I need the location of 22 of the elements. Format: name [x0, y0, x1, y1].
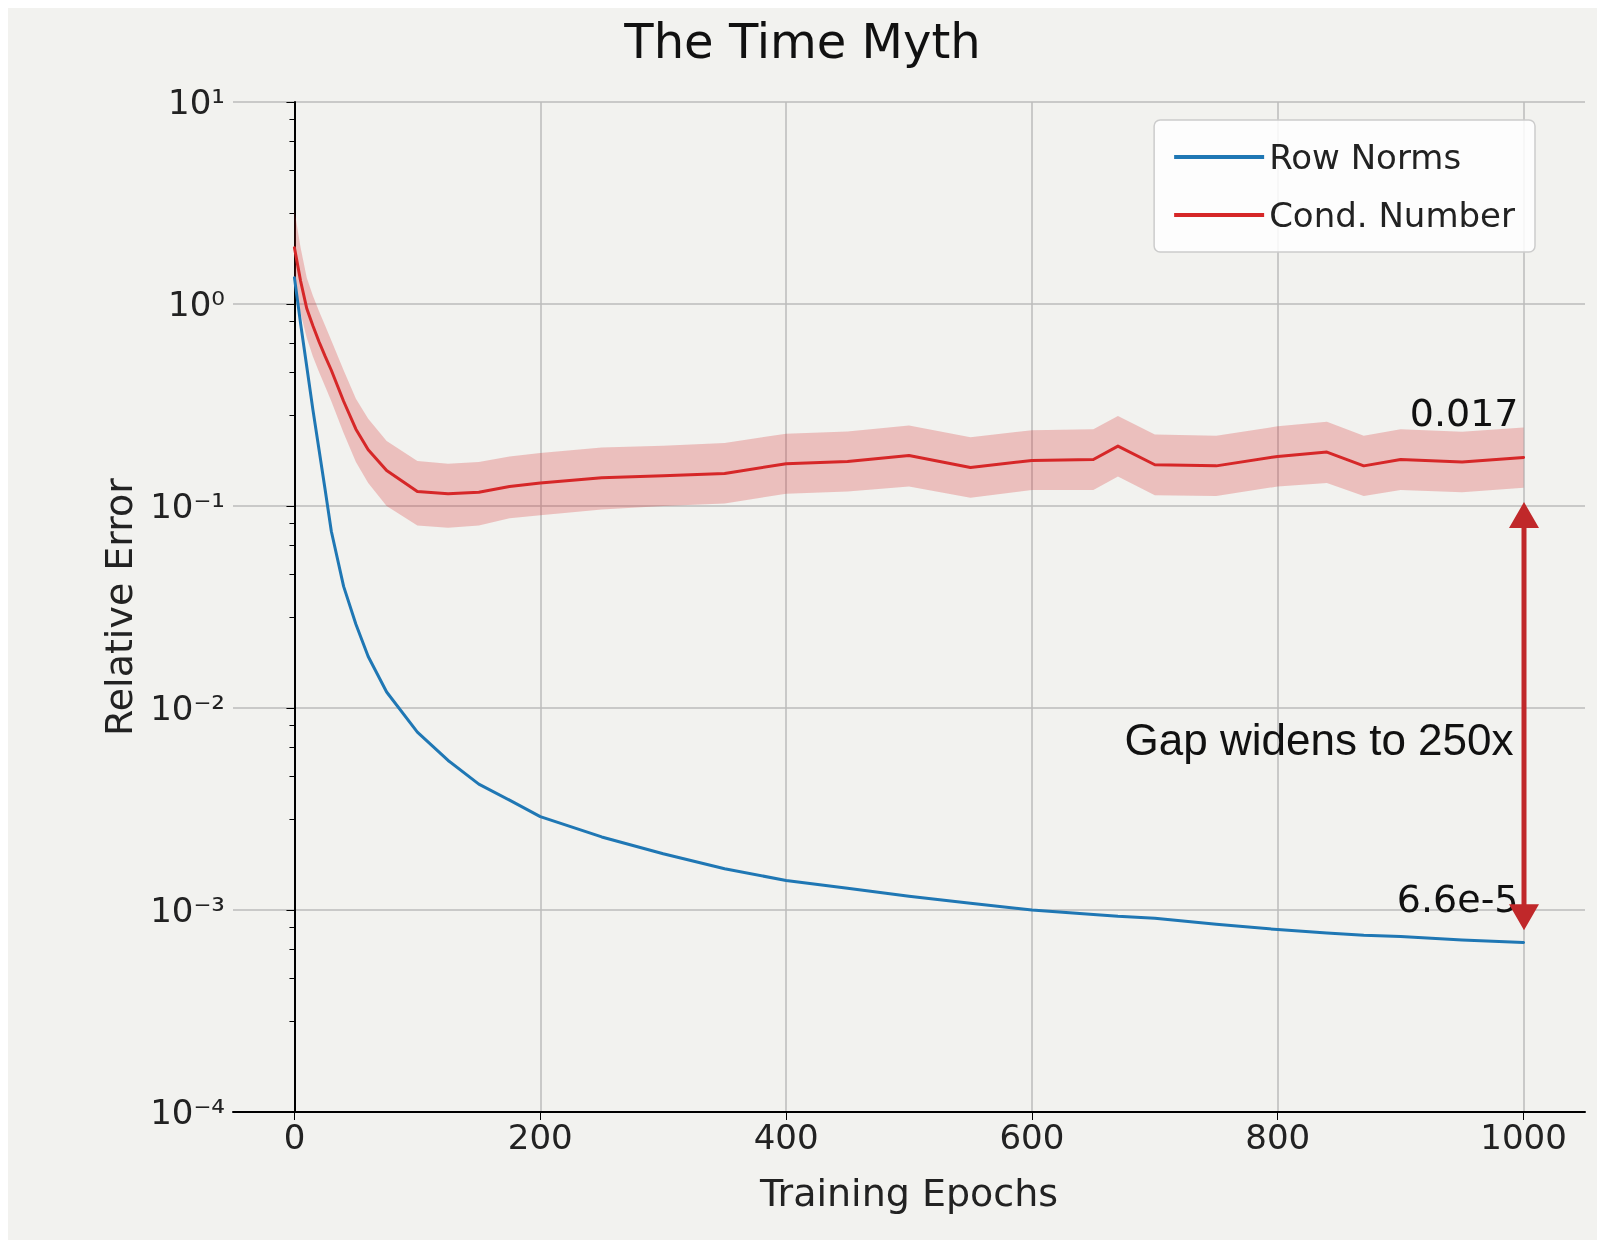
- legend-label: Cond. Number: [1269, 195, 1516, 235]
- y-tick-label: 10⁻³: [150, 890, 225, 930]
- x-tick-label: 200: [507, 1117, 573, 1157]
- chart-title: The Time Myth: [623, 13, 981, 69]
- y-tick-label: 10⁻²: [150, 688, 225, 728]
- annotation: 0.017: [1409, 391, 1519, 436]
- y-tick-label: 10⁻¹: [150, 486, 225, 526]
- x-tick-label: 1000: [1480, 1117, 1567, 1157]
- legend-label: Row Norms: [1269, 137, 1462, 177]
- annotation: 6.6e-5: [1396, 876, 1519, 921]
- x-axis-title: Training Epochs: [758, 1171, 1059, 1215]
- annotation: Gap widens to 250x: [1124, 715, 1514, 765]
- x-tick-label: 800: [1245, 1117, 1311, 1157]
- y-tick-label: 10¹: [168, 82, 225, 122]
- line-series: [292, 276, 1526, 945]
- y-tick-label: 10⁻⁴: [150, 1092, 225, 1132]
- x-tick-label: 400: [753, 1117, 819, 1157]
- line-series: [292, 246, 1526, 496]
- x-tick-label: 0: [283, 1117, 306, 1157]
- y-axis-title: Relative Error: [97, 477, 141, 736]
- y-tick-label: 10⁰: [168, 284, 225, 324]
- x-tick-label: 600: [999, 1117, 1065, 1157]
